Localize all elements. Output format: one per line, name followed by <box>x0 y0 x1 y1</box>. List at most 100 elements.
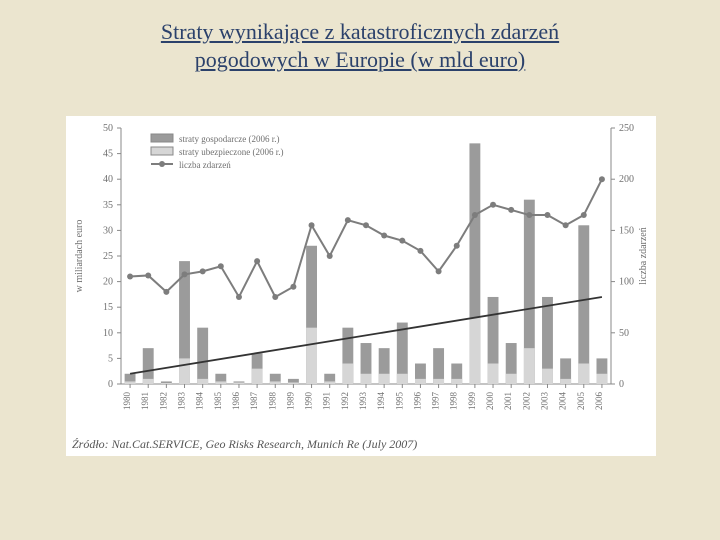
xtick-label: 1998 <box>449 392 459 411</box>
source-text: Źródło: Nat.Cat.SERVICE, Geo Risks Resea… <box>72 437 417 452</box>
chart-panel: 0510152025303540455005010015020025019801… <box>66 116 656 456</box>
xtick-label: 1980 <box>122 392 132 411</box>
events-marker <box>345 217 351 223</box>
xtick-label: 1994 <box>376 392 386 411</box>
ytick-right: 100 <box>619 277 634 288</box>
xtick-label: 1993 <box>358 392 368 411</box>
xtick-label: 1989 <box>285 392 295 411</box>
legend-label: straty ubezpieczone (2006 r.) <box>179 147 283 157</box>
ytick-left: 0 <box>108 379 113 390</box>
ytick-left: 30 <box>103 225 113 236</box>
bar-ubez <box>288 382 299 384</box>
events-marker <box>363 222 369 228</box>
events-marker <box>472 212 478 218</box>
bar-gosp <box>578 225 589 384</box>
y-right-label: liczba zdarzeń <box>638 227 649 284</box>
events-marker <box>508 207 514 213</box>
bar-ubez <box>270 381 281 384</box>
bar-ubez <box>488 364 499 384</box>
bar-ubez <box>361 374 372 384</box>
legend-swatch <box>151 134 173 142</box>
events-marker <box>526 212 532 218</box>
events-marker <box>272 294 278 300</box>
xtick-label: 2005 <box>576 392 586 411</box>
ytick-right: 250 <box>619 123 634 134</box>
bar-ubez <box>506 374 517 384</box>
ytick-left: 40 <box>103 174 113 185</box>
ytick-left: 45 <box>103 149 113 160</box>
ytick-right: 200 <box>619 174 634 185</box>
ytick-right: 0 <box>619 379 624 390</box>
xtick-label: 1983 <box>177 392 187 411</box>
events-marker <box>145 272 151 278</box>
xtick-label: 2006 <box>594 392 604 411</box>
events-marker <box>490 202 496 208</box>
xtick-label: 2001 <box>503 392 513 410</box>
bar-ubez <box>524 348 535 384</box>
chart-svg: 0510152025303540455005010015020025019801… <box>66 116 656 436</box>
bar-ubez <box>433 379 444 384</box>
events-marker <box>544 212 550 218</box>
events-marker <box>454 243 460 249</box>
ytick-left: 25 <box>103 251 113 262</box>
xtick-label: 1984 <box>195 392 205 411</box>
bar-ubez <box>179 358 190 384</box>
xtick-label: 1990 <box>304 392 314 411</box>
bar-ubez <box>324 381 335 384</box>
slide-title: Straty wynikające z katastroficznych zda… <box>60 18 660 73</box>
ytick-left: 50 <box>103 123 113 134</box>
events-marker <box>417 248 423 254</box>
xtick-label: 1996 <box>412 392 422 411</box>
legend-label: liczba zdarzeń <box>179 160 231 170</box>
bar-ubez <box>397 374 408 384</box>
bar-ubez <box>215 381 226 384</box>
bar-gosp <box>433 348 444 384</box>
bar-gosp <box>143 348 154 384</box>
bar-ubez <box>161 383 172 384</box>
xtick-label: 2003 <box>539 392 549 411</box>
events-marker <box>309 222 315 228</box>
events-marker <box>381 233 387 239</box>
events-marker <box>182 271 188 277</box>
xtick-label: 1987 <box>249 392 259 411</box>
legend-label: straty gospodarcze (2006 r.) <box>179 134 279 144</box>
legend-marker <box>159 161 165 167</box>
xtick-label: 1997 <box>431 392 441 411</box>
ytick-left: 10 <box>103 328 113 339</box>
ytick-left: 15 <box>103 302 113 313</box>
events-marker <box>581 212 587 218</box>
events-marker <box>327 253 333 259</box>
events-marker <box>218 263 224 269</box>
xtick-label: 1999 <box>467 392 477 411</box>
bar-ubez <box>125 381 136 384</box>
legend-swatch <box>151 147 173 155</box>
bar-ubez <box>469 317 480 384</box>
title-line-2: pogodowych w Europie (w mld euro) <box>195 47 526 72</box>
events-marker <box>399 238 405 244</box>
xtick-label: 1985 <box>213 392 223 411</box>
xtick-label: 1988 <box>267 392 277 411</box>
bar-ubez <box>415 379 426 384</box>
events-marker <box>163 289 169 295</box>
xtick-label: 2004 <box>558 392 568 411</box>
events-marker <box>599 176 605 182</box>
bar-ubez <box>197 379 208 384</box>
bar-gosp <box>197 328 208 384</box>
bar-ubez <box>342 364 353 384</box>
title-line-1: Straty wynikające z katastroficznych zda… <box>161 19 559 44</box>
events-marker <box>127 273 133 279</box>
bar-ubez <box>379 374 390 384</box>
ytick-right: 150 <box>619 225 634 236</box>
bar-ubez <box>451 379 462 384</box>
xtick-label: 1992 <box>340 392 350 410</box>
xtick-label: 2002 <box>521 392 531 410</box>
bar-ubez <box>596 374 607 384</box>
xtick-label: 1995 <box>394 392 404 411</box>
bar-ubez <box>306 328 317 384</box>
xtick-label: 1982 <box>158 392 168 410</box>
ytick-right: 50 <box>619 328 629 339</box>
events-marker <box>563 222 569 228</box>
bar-ubez <box>542 369 553 384</box>
xtick-label: 2000 <box>485 392 495 411</box>
bar-ubez <box>143 379 154 384</box>
